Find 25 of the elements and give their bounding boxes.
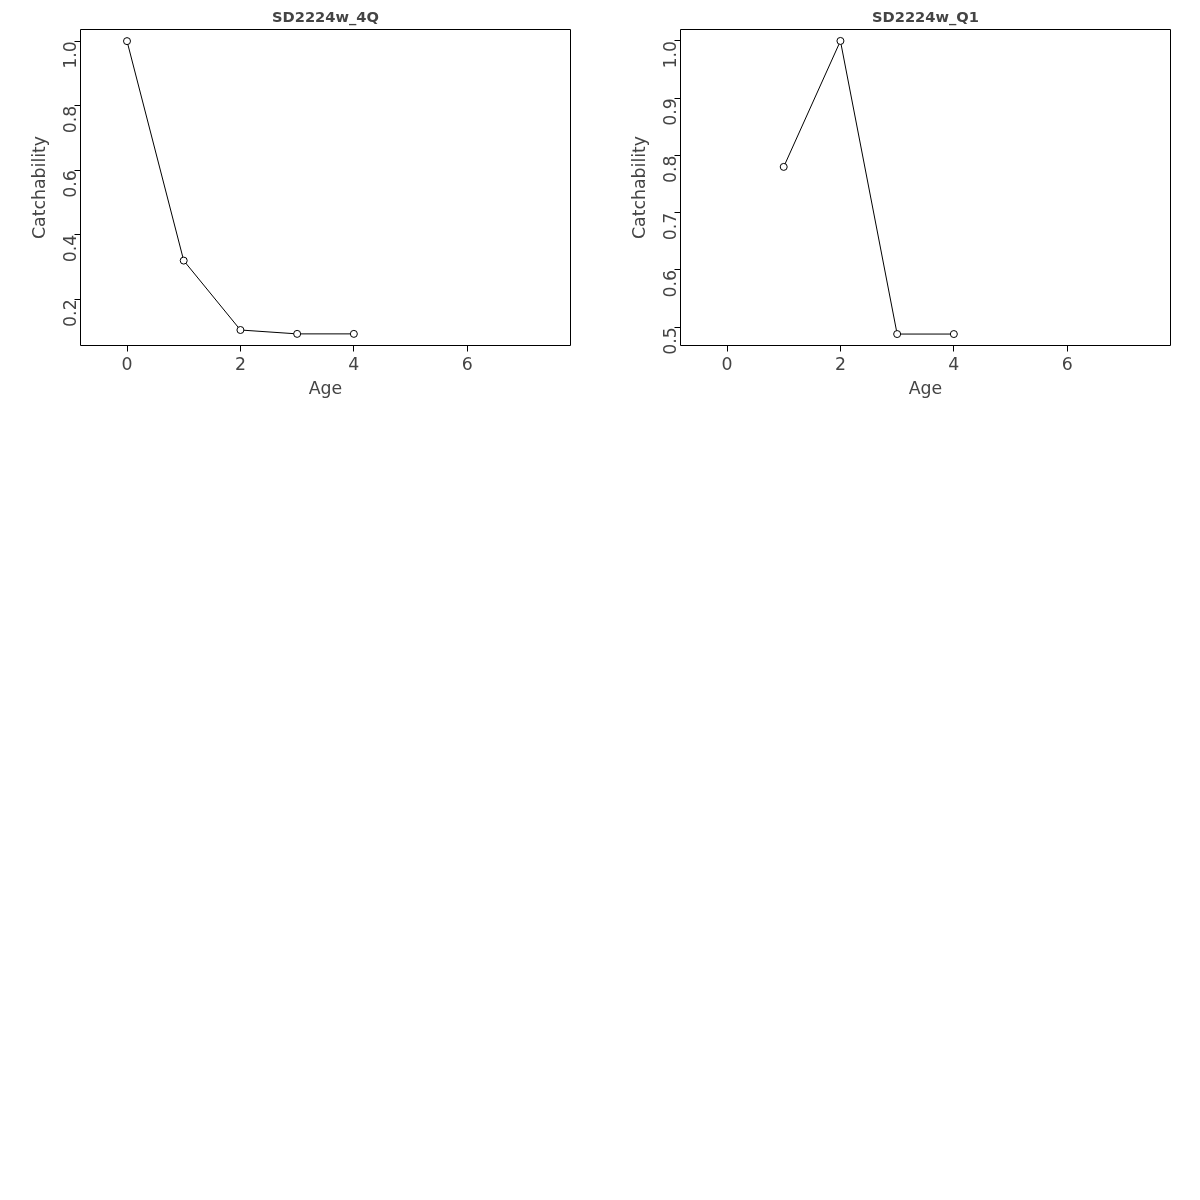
- y-tick-label: 0.8: [60, 105, 80, 134]
- y-tick-label: 0.6: [60, 170, 80, 198]
- chart-title: SD2224w_Q1: [871, 7, 980, 26]
- x-axis-title: Age: [908, 377, 943, 398]
- y-tick-label: 0.5: [660, 327, 680, 355]
- y-tick-label: 1.0: [660, 40, 680, 69]
- y-axis-title: Catchability: [628, 135, 649, 240]
- y-axis-title: Catchability: [28, 135, 49, 240]
- chart-title: SD2224w_4Q: [271, 7, 380, 26]
- x-tick-label: 0: [721, 353, 733, 374]
- x-tick-label: 2: [834, 353, 846, 374]
- y-tick-label: 0.4: [60, 234, 80, 263]
- x-tick-label: 4: [948, 353, 960, 374]
- x-tick-label: 2: [234, 353, 246, 374]
- y-tick-label: 0.9: [660, 98, 680, 126]
- y-tick-label: 0.6: [660, 269, 680, 298]
- y-tick-label: 0.7: [660, 212, 680, 241]
- x-tick-label: 6: [1061, 353, 1073, 374]
- y-tick-label: 0.8: [660, 155, 680, 183]
- x-tick-label: 6: [461, 353, 473, 374]
- x-axis-title: Age: [308, 377, 343, 398]
- y-tick-label: 1.0: [60, 41, 80, 69]
- y-tick-label: 0.2: [60, 299, 80, 327]
- x-tick-label: 4: [348, 353, 360, 374]
- x-tick-label: 0: [121, 353, 133, 374]
